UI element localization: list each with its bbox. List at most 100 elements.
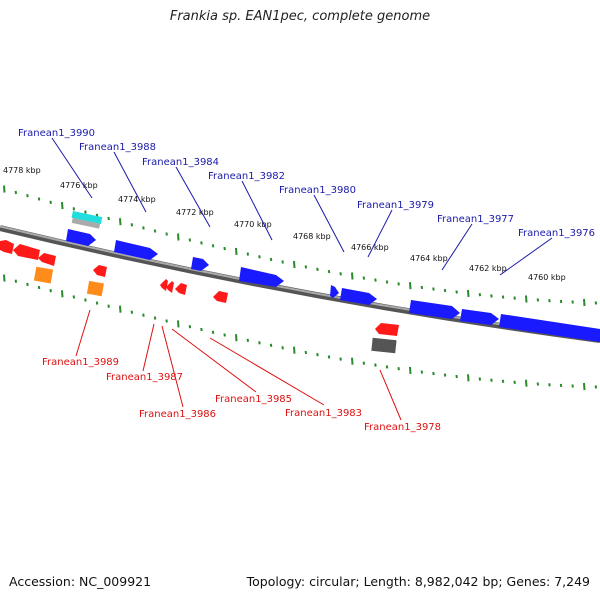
reverse-gene-label[interactable]: Franean1_3985 [215,394,292,405]
minor-tick [443,373,447,377]
minor-tick [84,210,87,214]
minor-tick [455,290,458,294]
scale-label: 4764 kbp [410,254,448,263]
forward-gene-label[interactable]: Franean1_3980 [279,185,356,196]
minor-tick [339,272,342,276]
major-tick [235,247,238,255]
major-tick [293,346,296,354]
minor-tick [153,316,157,320]
minor-tick [14,279,18,283]
other-feature[interactable] [71,210,103,225]
rna-feature[interactable] [86,280,104,297]
minor-tick [49,200,52,204]
minor-tick [513,380,516,384]
reverse-gene-label[interactable]: Franean1_3983 [285,408,362,419]
minor-tick [385,365,389,369]
major-tick [351,357,354,365]
gene-arrow[interactable] [160,279,168,291]
minor-tick [269,257,273,262]
minor-tick [374,363,377,367]
gene-arrow[interactable] [239,267,284,287]
gene-arrow[interactable] [213,291,228,303]
major-tick [177,233,180,241]
rna-feature[interactable] [33,266,54,284]
minor-tick [258,255,261,259]
forward-gene-label[interactable]: Franean1_3977 [437,214,514,225]
reverse-gene-label[interactable]: Franean1_3987 [106,372,183,383]
scale-label: 4776 kbp [60,181,98,190]
minor-tick [420,370,424,374]
major-tick [409,366,412,374]
minor-tick [432,287,435,291]
minor-tick [536,382,540,386]
outer-tick-track [3,185,598,307]
minor-tick [536,298,540,302]
minor-tick [432,371,435,376]
minor-tick [559,383,563,388]
gene-arrow[interactable] [340,288,377,305]
gene-arrow[interactable] [375,323,399,336]
major-tick [467,289,470,297]
minor-tick [211,244,215,248]
forward-gene-label[interactable]: Franean1_3979 [357,200,434,211]
minor-tick [258,341,261,345]
forward-gene-label[interactable]: Franean1_3990 [18,128,95,139]
scale-label: 4770 kbp [234,220,272,229]
minor-tick [49,289,52,293]
gene-arrow[interactable] [114,240,158,260]
gene-arrow[interactable] [93,265,107,277]
scale-label: 4774 kbp [118,195,156,204]
major-tick [119,305,122,313]
minor-tick [26,194,29,198]
gene-arrow[interactable] [175,283,187,295]
forward-gene-label[interactable]: Franean1_3984 [142,157,219,168]
minor-tick [571,384,574,388]
gene-arrow[interactable] [330,285,339,298]
gene-arrow[interactable] [166,281,174,293]
minor-tick [223,246,226,251]
minor-tick [130,223,134,227]
forward-gene-label[interactable]: Franean1_3988 [79,142,156,153]
minor-tick [281,346,284,350]
minor-tick [72,207,76,211]
scale-labels: 4778 kbp 4776 kbp 4774 kbp 4772 kbp 4770… [3,166,566,282]
minor-tick [95,301,99,305]
gene-arrow[interactable] [191,257,209,271]
minor-tick [142,226,145,230]
minor-tick [571,300,574,304]
gene-arrow[interactable] [460,309,499,325]
minor-tick [548,383,551,387]
reverse-gene-label[interactable]: Franean1_3978 [364,422,441,433]
forward-genes [66,210,600,342]
reverse-gene-label[interactable]: Franean1_3989 [42,357,119,368]
minor-tick [443,288,447,293]
major-tick [61,202,64,210]
minor-tick [72,295,76,299]
minor-tick [478,293,482,297]
gene-arrow[interactable] [38,253,56,266]
minor-tick [246,252,250,256]
major-tick [467,374,470,382]
pseudo-feature[interactable] [371,337,397,354]
reverse-gene-label[interactable]: Franean1_3986 [139,409,216,420]
forward-gene-label[interactable]: Franean1_3982 [208,171,285,182]
major-tick [525,379,528,387]
major-tick [177,320,180,328]
inner-tick-track [3,274,598,391]
gene-arrow[interactable] [13,244,40,260]
reverse-gene-labels: Franean1_3989 Franean1_3987 Franean1_398… [42,309,441,433]
gene-arrow[interactable] [409,300,460,319]
forward-gene-label[interactable]: Franean1_3976 [518,228,595,239]
gene-arrow[interactable] [499,314,600,342]
minor-tick [14,190,18,195]
minor-tick [84,298,87,302]
gene-arrow[interactable] [0,240,14,254]
gene-arrow[interactable] [66,229,96,246]
minor-tick [246,338,250,342]
minor-tick [269,343,273,347]
other-feature[interactable] [71,217,101,229]
minor-tick [107,216,110,221]
minor-tick [37,197,41,201]
minor-tick [223,333,226,337]
